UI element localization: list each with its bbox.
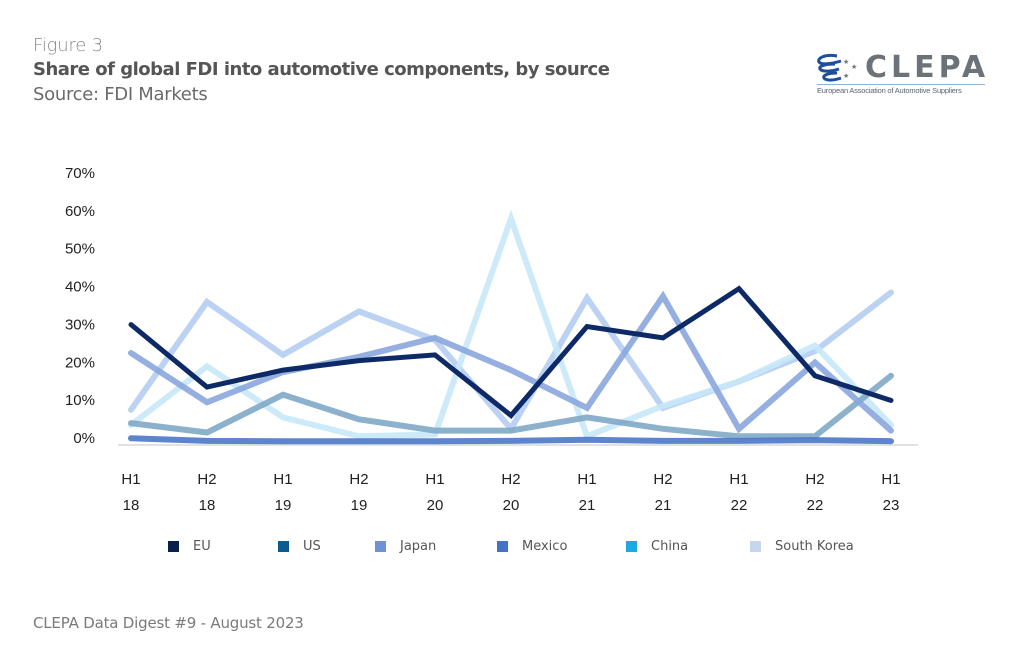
x-tick-label-year: 21: [655, 497, 672, 514]
legend-swatch: [497, 540, 508, 552]
clepa-logo: ★ ★ ★ CLEPA European Association of Auto…: [815, 50, 990, 98]
legend-item-china: China: [626, 537, 688, 555]
y-tick-label: 0%: [73, 430, 95, 447]
legend-swatch: [375, 540, 386, 552]
y-tick-label: 60%: [65, 203, 95, 220]
legend-label: US: [303, 538, 321, 554]
x-tick-label-half: H2: [805, 471, 824, 488]
legend-swatch: [626, 540, 637, 552]
x-tick-label-year: 20: [503, 497, 520, 514]
x-tick-label-year: 22: [731, 497, 748, 514]
x-tick-label-half: H1: [425, 471, 444, 488]
y-tick-label: 50%: [65, 241, 95, 258]
x-tick-label-year: 23: [883, 497, 900, 514]
legend-item-us: US: [278, 537, 321, 555]
y-tick-label: 20%: [65, 354, 95, 371]
footer-text: CLEPA Data Digest #9 - August 2023: [33, 614, 304, 632]
legend-label: South Korea: [775, 538, 854, 554]
legend-item-japan: Japan: [375, 537, 436, 555]
chart-title: Share of global FDI into automotive comp…: [33, 59, 610, 80]
series-lines: [128, 209, 894, 445]
y-tick-label: 10%: [65, 392, 95, 409]
logo-divider: [817, 84, 985, 85]
svg-text:★: ★: [843, 58, 849, 66]
legend-swatch: [168, 540, 179, 552]
x-tick-label-year: 19: [351, 497, 368, 514]
x-tick-label-year: 19: [275, 497, 292, 514]
legend-swatch: [278, 540, 289, 552]
legend-swatch: [750, 540, 761, 552]
clepa-logo-mark-icon: ★ ★ ★: [817, 54, 857, 82]
x-tick-label-half: H2: [653, 471, 672, 488]
x-tick-label-half: H1: [273, 471, 292, 488]
x-tick-label-half: H2: [501, 471, 520, 488]
x-axis-ticks: H1 18 H2 18 H1 19 H2 19 H1 20 H2 20 H1 21 H2 21 H1 22 H2 22…: [121, 471, 900, 514]
x-tick-label-half: H1: [729, 471, 748, 488]
x-tick-label-half: H1: [121, 471, 140, 488]
x-tick-label-year: 18: [199, 497, 216, 514]
x-tick-label-half: H2: [349, 471, 368, 488]
legend-item-mexico: Mexico: [497, 537, 567, 555]
svg-text:★: ★: [843, 72, 849, 80]
legend-item-south-korea: South Korea: [750, 537, 854, 555]
x-tick-label-year: 20: [427, 497, 444, 514]
legend-label: China: [651, 538, 689, 554]
x-tick-label-half: H2: [197, 471, 216, 488]
x-tick-label-year: 18: [123, 497, 140, 514]
chart-legend: EU US Japan Mexico China South Korea: [0, 537, 1024, 557]
x-tick-label-half: H1: [881, 471, 900, 488]
series-line-mexico: [128, 435, 894, 445]
y-axis-ticks: 0% 10% 20% 30% 40% 50% 60% 70%: [65, 165, 95, 447]
legend-label: Japan: [400, 538, 437, 554]
legend-item-eu: EU: [168, 537, 211, 555]
y-tick-label: 30%: [65, 316, 95, 333]
legend-label: Mexico: [522, 538, 568, 554]
figure-label: Figure 3: [33, 35, 103, 56]
x-tick-label-half: H1: [577, 471, 596, 488]
x-tick-label-year: 21: [579, 497, 596, 514]
logo-wordmark: CLEPA: [865, 50, 990, 85]
x-tick-label-year: 22: [807, 497, 824, 514]
logo-tagline: European Association of Automotive Suppl…: [817, 86, 962, 95]
line-chart: 0% 10% 20% 30% 40% 50% 60% 70% H1 18 H2 18 H1 19 H2 19…: [65, 165, 918, 514]
source-note: Source: FDI Markets: [33, 84, 208, 105]
legend-label: EU: [193, 538, 211, 554]
y-tick-label: 70%: [65, 165, 95, 182]
y-tick-label: 40%: [65, 279, 95, 296]
svg-text:★: ★: [851, 63, 857, 71]
